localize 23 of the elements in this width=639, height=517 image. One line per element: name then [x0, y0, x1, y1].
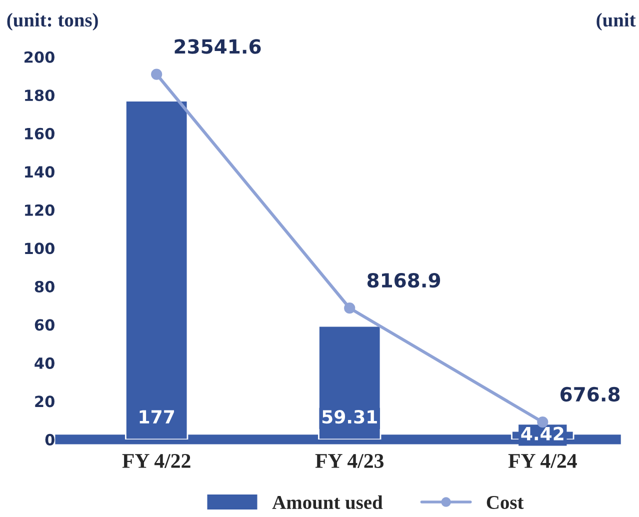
y-tick-label: 100: [25, 242, 54, 254]
x-tick-label: FY 4/22: [122, 454, 190, 468]
y-tick-label: 200: [24, 51, 54, 63]
y-tick-label: 180: [25, 90, 54, 102]
y-tick-label: 40: [34, 357, 54, 369]
legend-label: Cost: [486, 496, 524, 510]
data-label: 676.8: [560, 386, 620, 402]
x-tick-label: FY 4/24: [508, 454, 577, 468]
y-tick-label: 0: [45, 434, 54, 446]
y-tick-label: 140: [25, 166, 54, 178]
data-label: 23541.6: [174, 39, 261, 54]
x-tick-label: FY 4/23: [315, 454, 384, 468]
y2-axis-title: (unit: [596, 12, 636, 31]
y-tick-label: 60: [34, 319, 54, 331]
y-tick-label: 120: [25, 204, 54, 216]
y-tick-label: 20: [35, 396, 54, 408]
data-label: 8168.9: [367, 272, 440, 288]
data-label: 177: [140, 410, 174, 424]
legend-label: Amount used: [272, 495, 383, 510]
y-axis-title: (unit: tons): [7, 12, 98, 31]
y-tick-label: 160: [25, 128, 54, 140]
data-label: 59.31: [322, 410, 377, 424]
y-tick-label: 80: [34, 280, 54, 292]
